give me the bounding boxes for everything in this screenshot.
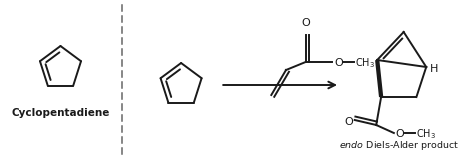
Text: O: O xyxy=(334,58,343,68)
Text: CH$_3$: CH$_3$ xyxy=(417,127,437,141)
Text: H: H xyxy=(430,64,438,74)
Text: O: O xyxy=(396,129,405,139)
Text: O: O xyxy=(344,117,353,127)
Text: Cyclopentadiene: Cyclopentadiene xyxy=(11,108,109,118)
Text: O: O xyxy=(301,18,310,28)
Text: $\it{endo}$ Diels-Alder product: $\it{endo}$ Diels-Alder product xyxy=(339,139,459,152)
Text: CH$_3$: CH$_3$ xyxy=(355,56,374,70)
